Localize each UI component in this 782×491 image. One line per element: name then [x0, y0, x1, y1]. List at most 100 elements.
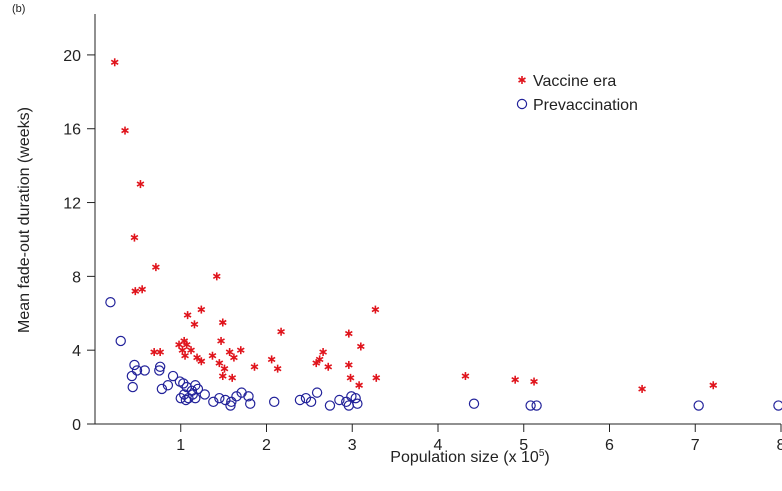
x-tick-label: 7: [691, 437, 700, 454]
data-point-vaccine-era: [355, 381, 363, 390]
data-point-vaccine-era: [217, 336, 225, 345]
asterisk-stroke: [156, 349, 165, 355]
x-tick-label: 2: [262, 437, 271, 454]
x-tick-label: 3: [348, 437, 357, 454]
data-point-prevaccination: [773, 400, 782, 411]
x-tick-label: 5: [519, 437, 528, 454]
asterisk-stroke: [709, 382, 718, 388]
data-point-vaccine-era: [187, 346, 195, 355]
data-point-prevaccination: [350, 392, 361, 404]
x-tick-label: 1: [176, 437, 185, 454]
asterisk-stroke: [346, 375, 355, 381]
asterisk-stroke: [638, 386, 646, 392]
data-point-vaccine-era: [181, 351, 189, 360]
data-point-vaccine-era: [356, 342, 365, 351]
data-point-prevaccination: [334, 394, 345, 406]
data-point-vaccine-era: [228, 373, 237, 382]
asterisk-stroke: [182, 341, 191, 348]
data-point-vaccine-era: [197, 305, 206, 314]
data-point-prevaccination: [243, 391, 254, 402]
asterisk-stroke: [110, 59, 119, 65]
asterisk-stroke: [230, 354, 238, 361]
data-point-prevaccination: [105, 297, 116, 308]
data-point-vaccine-era: [312, 359, 321, 368]
data-point-prevaccination: [167, 370, 179, 382]
asterisk-stroke: [218, 319, 227, 326]
y-tick-label: 12: [63, 196, 81, 213]
data-point-prevaccination: [162, 380, 174, 391]
data-point-vaccine-era: [131, 287, 140, 296]
y-tick-label: 8: [72, 269, 81, 286]
data-point-prevaccination: [231, 391, 242, 402]
legend-item-vaccine-era: Vaccine era: [518, 73, 616, 90]
data-point-prevaccination: [468, 398, 480, 409]
data-point-vaccine-era: [319, 348, 327, 357]
asterisk-stroke: [530, 378, 538, 385]
data-point-vaccine-era: [218, 318, 227, 327]
asterisk-stroke: [187, 347, 195, 353]
data-point-vaccine-era: [178, 346, 187, 355]
asterisk-stroke: [312, 360, 321, 366]
data-point-vaccine-era: [121, 126, 129, 135]
asterisk-stroke: [178, 347, 187, 353]
asterisk-stroke: [319, 349, 327, 355]
data-point-prevaccination: [311, 387, 323, 398]
asterisk-stroke: [250, 364, 259, 370]
x-tick-label: 8: [777, 437, 782, 454]
x-axis-title-main: Population size (x 10: [390, 449, 539, 466]
asterisk-stroke: [152, 264, 160, 270]
data-point-vaccine-era: [225, 348, 234, 357]
x-ticks: 1 2 3 4 5 6 7 8: [176, 424, 782, 454]
asterisk-stroke: [212, 273, 221, 280]
data-point-vaccine-era: [152, 263, 160, 272]
data-point-vaccine-era: [197, 357, 206, 366]
data-point-vaccine-era: [344, 360, 353, 369]
data-point-prevaccination: [220, 394, 231, 406]
asterisk-stroke: [130, 234, 139, 241]
data-point-prevaccination: [226, 396, 237, 408]
data-point-vaccine-era: [183, 311, 192, 320]
data-point-prevaccination: [156, 383, 168, 395]
asterisk-stroke: [355, 382, 363, 388]
data-point-vaccine-era: [461, 372, 470, 381]
asterisk-stroke: [183, 312, 192, 318]
data-point-vaccine-era: [511, 375, 520, 384]
data-point-vaccine-era: [150, 348, 159, 357]
asterisk-stroke: [228, 375, 237, 381]
data-point-vaccine-era: [193, 353, 201, 362]
data-point-prevaccination: [129, 359, 140, 371]
data-point-vaccine-era: [190, 320, 199, 329]
asterisk-stroke: [267, 356, 276, 363]
data-point-prevaccination: [245, 398, 256, 409]
x-axis-title-close: ): [544, 449, 549, 466]
asterisk-stroke: [356, 343, 365, 350]
data-point-vaccine-era: [236, 346, 245, 355]
data-point-prevaccination: [214, 392, 225, 404]
asterisk-stroke: [131, 288, 140, 294]
data-point-prevaccination: [154, 365, 165, 376]
data-point-prevaccination: [300, 392, 312, 404]
asterisk-stroke: [220, 365, 229, 372]
data-point-vaccine-era: [277, 327, 285, 336]
data-point-prevaccination: [525, 400, 536, 411]
data-point-prevaccination: [352, 398, 363, 409]
asterisk-stroke: [197, 358, 206, 364]
data-point-prevaccination: [531, 400, 542, 411]
data-point-prevaccination: [180, 394, 192, 406]
data-point-vaccine-era: [130, 233, 139, 242]
asterisk-stroke: [461, 373, 470, 379]
y-tick-label: 4: [72, 343, 81, 360]
data-point-vaccine-era: [315, 355, 324, 364]
y-tick-label: 16: [63, 122, 81, 139]
data-point-vaccine-era: [267, 355, 276, 364]
x-tick-label: 4: [434, 437, 443, 454]
asterisk-stroke: [324, 364, 333, 370]
data-point-vaccine-era: [212, 272, 221, 281]
asterisk-stroke: [225, 349, 234, 355]
asterisk-stroke: [215, 360, 224, 366]
x-axis-title: Population size (x 105): [390, 448, 549, 466]
y-tick-label: 0: [72, 417, 81, 434]
data-point-prevaccination: [305, 396, 317, 408]
